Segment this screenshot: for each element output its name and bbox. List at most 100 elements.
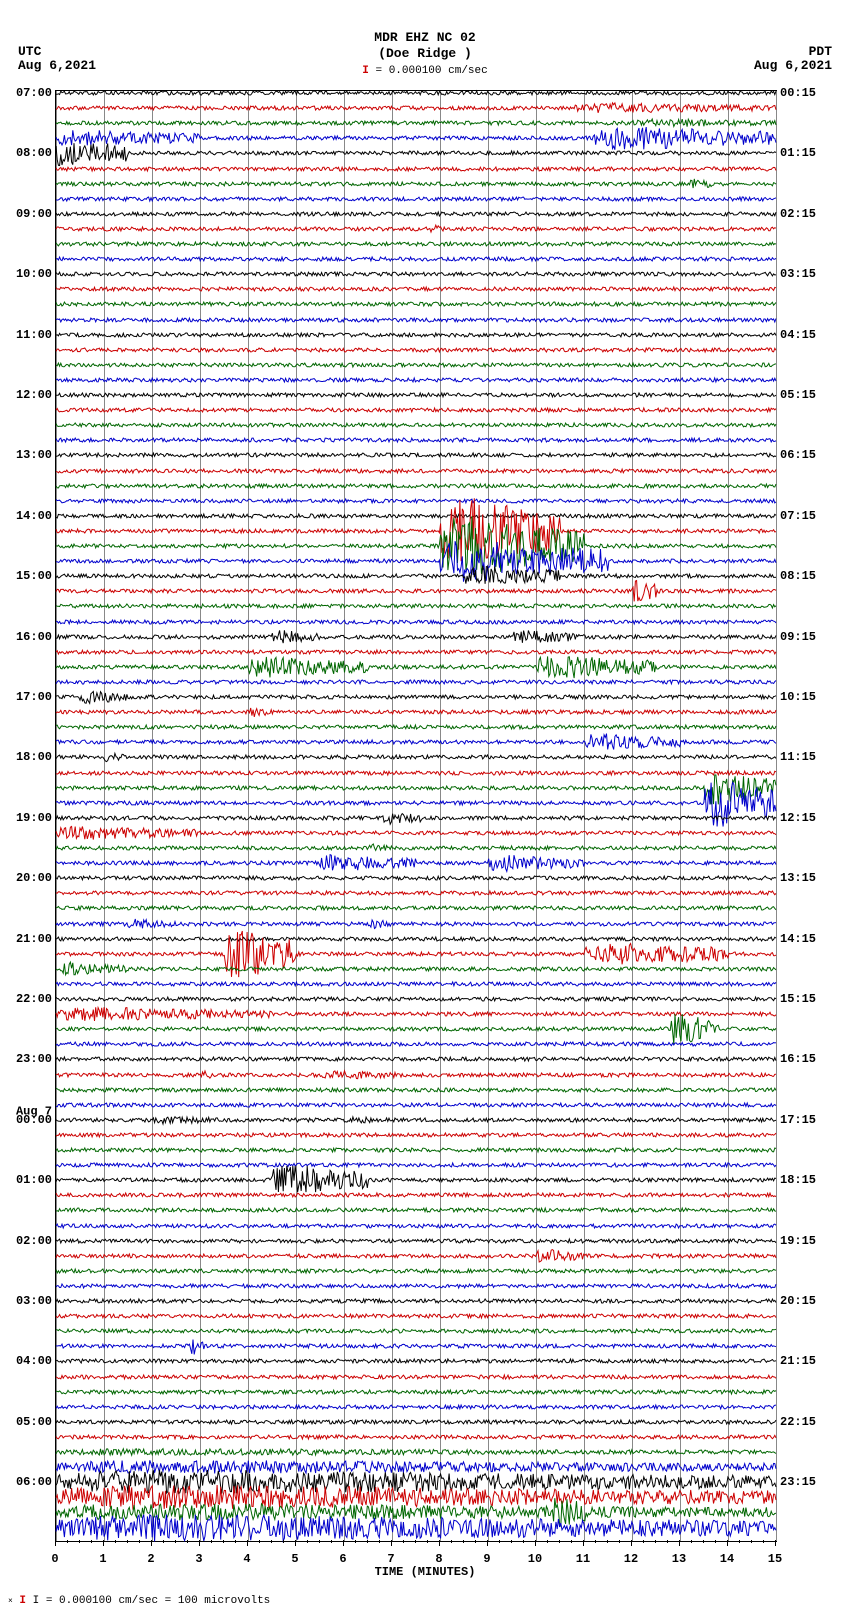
seismic-trace [56, 1029, 776, 1030]
seismic-trace [56, 1135, 776, 1136]
seismic-trace [56, 108, 776, 109]
seismic-trace [56, 516, 776, 517]
seismic-trace [56, 304, 776, 305]
utc-hour-label: 14:00 [16, 509, 52, 523]
seismic-trace [56, 229, 776, 230]
station-location: (Doe Ridge ) [0, 46, 850, 62]
seismic-trace [56, 969, 776, 970]
pdt-hour-label: 22:15 [780, 1415, 816, 1429]
seismic-trace [56, 818, 776, 819]
seismic-trace [56, 320, 776, 321]
xtick-mark [439, 1540, 440, 1546]
xtick-mark [391, 1540, 392, 1546]
seismic-trace [56, 335, 776, 336]
seismic-trace [56, 1195, 776, 1196]
utc-hour-label: 08:00 [16, 146, 52, 160]
xtick-label: 1 [99, 1552, 106, 1566]
grid-vertical [104, 91, 105, 1541]
utc-hour-label: 12:00 [16, 388, 52, 402]
seismic-trace [56, 833, 776, 834]
seismic-trace [56, 1422, 776, 1423]
seismic-trace [56, 1105, 776, 1106]
seismic-trace [56, 908, 776, 909]
scale-indicator: I = 0.000100 cm/sec [0, 65, 850, 77]
seismic-trace [56, 123, 776, 124]
helicorder-container: MDR EHZ NC 02 (Doe Ridge ) I = 0.000100 … [0, 0, 850, 1613]
grid-vertical [152, 91, 153, 1541]
seismic-trace [56, 425, 776, 426]
utc-hour-label: 09:00 [16, 207, 52, 221]
pdt-hour-label: 04:15 [780, 328, 816, 342]
seismic-trace [56, 803, 776, 804]
pdt-hour-label: 03:15 [780, 267, 816, 281]
xtick-label: 6 [339, 1552, 346, 1566]
pdt-hour-label: 17:15 [780, 1113, 816, 1127]
pdt-hour-label: 06:15 [780, 448, 816, 462]
xtick-mark [295, 1540, 296, 1546]
seismic-trace [56, 1346, 776, 1347]
utc-hour-label: 10:00 [16, 267, 52, 281]
seismic-trace [56, 93, 776, 94]
utc-hour-label: 22:00 [16, 992, 52, 1006]
station-id: MDR EHZ NC 02 [0, 30, 850, 46]
xtick-mark [103, 1540, 104, 1546]
xtick-mark [631, 1540, 632, 1546]
pdt-hour-label: 18:15 [780, 1173, 816, 1187]
utc-hour-label: 18:00 [16, 750, 52, 764]
pdt-hour-label: 19:15 [780, 1234, 816, 1248]
xtick-mark [55, 1540, 56, 1546]
xtick-label: 4 [243, 1552, 250, 1566]
seismic-trace [56, 1482, 776, 1483]
seismic-trace [56, 1150, 776, 1151]
pdt-hour-label: 15:15 [780, 992, 816, 1006]
seismic-trace [56, 773, 776, 774]
seismic-trace [56, 622, 776, 623]
xtick-label: 2 [147, 1552, 154, 1566]
footer-scale-note: × I I = 0.000100 cm/sec = 100 microvolts [8, 1595, 270, 1607]
xtick-label: 15 [768, 1552, 782, 1566]
seismic-trace [56, 455, 776, 456]
xtick-label: 10 [528, 1552, 542, 1566]
seismic-trace [56, 169, 776, 170]
seismic-trace [56, 1059, 776, 1060]
seismic-trace [56, 606, 776, 607]
utc-hour-label: 21:00 [16, 932, 52, 946]
seismic-trace [56, 1497, 776, 1498]
grid-vertical [248, 91, 249, 1541]
xtick-mark [583, 1540, 584, 1546]
date-label-left: Aug 6,2021 [18, 58, 96, 73]
pdt-hour-label: 09:15 [780, 630, 816, 644]
plot-area: 07:0008:0009:0010:0011:0012:0013:0014:00… [55, 90, 777, 1542]
seismic-trace [56, 184, 776, 185]
seismic-trace [56, 1075, 776, 1076]
seismic-trace [56, 365, 776, 366]
xtick-mark [679, 1540, 680, 1546]
seismic-trace [56, 878, 776, 879]
seismic-trace [56, 757, 776, 758]
xtick-label: 8 [435, 1552, 442, 1566]
grid-vertical [488, 91, 489, 1541]
seismic-trace [56, 1528, 776, 1529]
utc-hour-label: 03:00 [16, 1294, 52, 1308]
xtick-mark [151, 1540, 152, 1546]
seismic-trace [56, 1271, 776, 1272]
utc-hour-label: 11:00 [16, 328, 52, 342]
seismic-trace [56, 1301, 776, 1302]
seismic-trace [56, 682, 776, 683]
utc-hour-label: 01:00 [16, 1173, 52, 1187]
xtick-label: 3 [195, 1552, 202, 1566]
seismic-trace [56, 274, 776, 275]
seismic-trace [56, 984, 776, 985]
seismic-trace [56, 1044, 776, 1045]
pdt-hour-label: 01:15 [780, 146, 816, 160]
seismic-trace [56, 954, 776, 955]
grid-vertical [776, 91, 777, 1541]
seismic-trace [56, 667, 776, 668]
seismic-trace [56, 1467, 776, 1468]
utc-hour-label: 19:00 [16, 811, 52, 825]
pdt-hour-label: 21:15 [780, 1354, 816, 1368]
seismic-trace [56, 576, 776, 577]
seismic-trace [56, 697, 776, 698]
seismic-trace [56, 652, 776, 653]
grid-vertical [680, 91, 681, 1541]
